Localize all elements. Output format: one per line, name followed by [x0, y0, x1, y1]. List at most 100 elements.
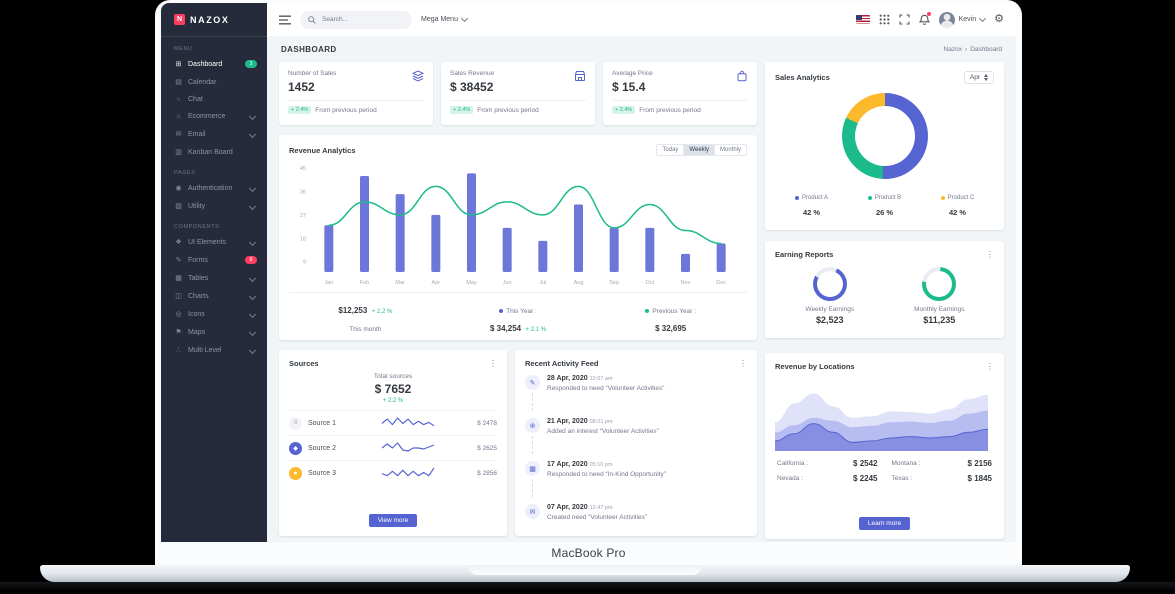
avatar	[938, 11, 955, 28]
sidebar-item-multi-level[interactable]: ∴ Multi Level	[161, 341, 267, 359]
tab-monthly[interactable]: Monthly	[713, 144, 747, 156]
sidebar-item-forms[interactable]: ✎ Forms 8	[161, 251, 267, 269]
user-menu[interactable]: Kevin	[938, 11, 987, 28]
chevron-down-icon	[248, 238, 257, 246]
svg-text:Jul: Jul	[539, 280, 546, 286]
icons-icon: ◎	[175, 311, 182, 318]
device-label: MacBook Pro	[551, 546, 626, 560]
apps-button[interactable]	[879, 14, 890, 25]
legend-dot	[867, 196, 872, 200]
kebab-menu-icon[interactable]: ⋮	[739, 358, 747, 368]
legend-dot	[499, 309, 504, 313]
sidebar-item-ecommerce[interactable]: ⌂ Ecommerce	[161, 108, 267, 125]
breadcrumb-link[interactable]: Nazox	[943, 46, 963, 53]
legend-product-c: Product C 42 %	[921, 187, 994, 217]
location-stat-texas-: Texas : $ 1845	[891, 474, 993, 483]
period-select[interactable]: Apr	[963, 71, 994, 84]
brand-logo-icon: N	[174, 14, 185, 25]
total-sources-delta: + 2.2 %	[382, 398, 404, 404]
svg-text:Dec: Dec	[716, 280, 726, 286]
notifications-button[interactable]	[918, 11, 931, 26]
chart-icon: ▦	[525, 461, 540, 476]
earning-reports-card: Earning Reports ⋮ Weekly Earnings $2,523	[765, 241, 1004, 338]
delta-badge: + 2.4%	[612, 106, 636, 114]
ui-elements-icon: ❖	[175, 239, 182, 246]
sidebar-item-chat[interactable]: ○ Chat	[161, 91, 267, 108]
floor-shadow	[0, 582, 1175, 594]
stat-cards-row: Number of Sales 1452 + 2.4% From previous p…	[279, 62, 757, 125]
activity-feed-title: Recent Activity Feed	[525, 359, 599, 368]
source-row-3: ★ Source 3 $ 2856	[289, 460, 497, 485]
delta-badge: + 2.4%	[450, 106, 474, 114]
fullscreen-button[interactable]	[899, 14, 910, 25]
sidebar-item-email[interactable]: ✉ Email	[161, 125, 267, 143]
menu-toggle-button[interactable]	[279, 15, 291, 25]
breadcrumb: Nazox › Dashboard	[944, 46, 1002, 53]
topbar: Mega Menu	[267, 3, 1016, 36]
sidebar-item-authentication[interactable]: ◉ Authentication	[161, 179, 267, 197]
auth-icon: ◉	[175, 185, 182, 192]
sidebar-item-utility[interactable]: ▧ Utility	[161, 197, 267, 215]
learn-more-button[interactable]: Learn more	[858, 517, 911, 530]
chevron-down-icon	[979, 14, 987, 23]
view-more-button[interactable]: View more	[368, 514, 418, 527]
fullscreen-icon	[899, 14, 910, 25]
location-stat-nevada-: Nevada : $ 2245	[777, 474, 878, 483]
multi-level-icon: ∴	[176, 347, 181, 354]
language-button[interactable]	[855, 15, 870, 24]
svg-text:Mar: Mar	[395, 280, 405, 286]
mega-menu-label: Mega Menu	[421, 16, 458, 23]
svg-text:Sep: Sep	[609, 280, 619, 286]
kebab-menu-icon[interactable]: ⋮	[986, 249, 994, 259]
sales-analytics-title: Sales Analytics	[775, 73, 830, 82]
total-sources-label: Total sources	[373, 373, 413, 380]
svg-text:36: 36	[300, 190, 306, 196]
sidebar-badge: 8	[245, 256, 257, 264]
source-row-1: ¤ Source 1 $ 2478	[289, 410, 497, 435]
currency-icon-2: ◆	[289, 441, 302, 455]
laptop-base	[40, 565, 1130, 582]
tab-today[interactable]: Today	[656, 144, 685, 156]
svg-text:Nov: Nov	[681, 280, 691, 286]
mega-menu-button[interactable]: Mega Menu	[421, 14, 469, 23]
bell-icon	[918, 14, 930, 26]
revenue-analytics-title: Revenue Analytics	[289, 145, 356, 155]
delta-badge: + 2.4%	[288, 106, 312, 114]
mail-icon: ✉	[525, 504, 540, 519]
chevron-down-icon	[248, 202, 257, 210]
period-select-value: Apr	[969, 74, 980, 81]
timeline-connector	[532, 479, 533, 497]
sidebar-item-maps[interactable]: ⚑ Maps	[161, 323, 267, 341]
settings-button[interactable]: ⚙	[994, 14, 1004, 25]
svg-text:Jan: Jan	[324, 280, 333, 286]
svg-text:45: 45	[300, 166, 306, 172]
search-box[interactable]	[300, 10, 412, 29]
stack-icon	[412, 70, 424, 82]
sidebar-item-calendar[interactable]: ▤ Calendar	[175, 78, 217, 87]
revenue-locations-stats: California : $ 2542 Montana : $ 2156 Nevada …	[775, 459, 994, 483]
sources-list: ¤ Source 1 $ 2478 ◆ Source 2 $ 2625 ★ Source 3 $…	[289, 410, 497, 485]
notification-dot	[926, 11, 931, 16]
sidebar-item-charts[interactable]: ◫ Charts	[161, 287, 267, 305]
store-icon: ⌂	[176, 113, 181, 120]
sparkline-chart	[381, 442, 434, 452]
kebab-menu-icon[interactable]: ⋮	[986, 361, 994, 371]
svg-text:9: 9	[303, 260, 306, 266]
sidebar-item-dashboard[interactable]: ⊞ Dashboard 3	[161, 55, 267, 73]
sidebar-item-kanban-board[interactable]: ▥ Kanban Board	[175, 148, 233, 157]
kebab-menu-icon[interactable]: ⋮	[489, 358, 497, 368]
sidebar-item-icons[interactable]: ◎ Icons	[161, 305, 267, 323]
revenue-locations-title: Revenue by Locations	[775, 362, 855, 371]
sidebar-item-ui-elements[interactable]: ❖ UI Elements	[161, 233, 267, 251]
sidebar-item-tables[interactable]: ▦ Tables	[161, 269, 267, 287]
main-area: Mega Menu	[267, 3, 1016, 542]
location-stat-california-: California : $ 2542	[777, 459, 878, 468]
sparkline-chart	[381, 417, 434, 427]
search-input[interactable]	[320, 15, 404, 24]
currency-icon-3: ★	[289, 466, 302, 480]
brand-logo[interactable]: N NAZOX	[161, 3, 267, 37]
legend-product-b: Product B 26 %	[848, 187, 921, 217]
revenue-analytics-summary: $12,253 + 2.2 % This month This Year : $…	[289, 292, 747, 336]
feed-item: ✎ 28 Apr, 2020 12:07 am Responded to need “…	[525, 375, 747, 411]
tab-weekly[interactable]: Weekly	[683, 144, 715, 156]
